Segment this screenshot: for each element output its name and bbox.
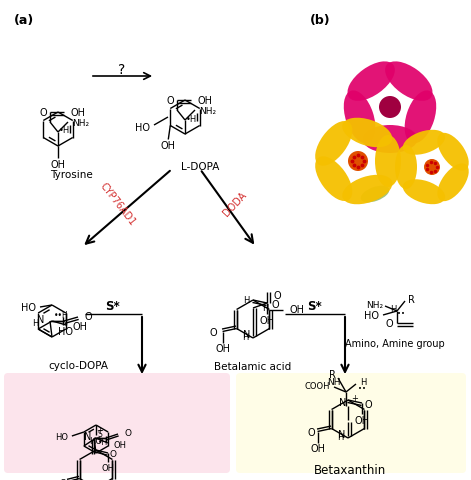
Text: OH: OH (70, 108, 85, 118)
Text: OH: OH (50, 160, 65, 169)
Text: OH: OH (290, 305, 304, 315)
Ellipse shape (361, 186, 390, 203)
Text: Amino, Amine group: Amino, Amine group (345, 338, 445, 348)
Ellipse shape (342, 175, 392, 205)
Text: O: O (210, 328, 218, 338)
Ellipse shape (315, 122, 352, 167)
Text: O: O (84, 312, 92, 321)
Text: O: O (308, 428, 316, 438)
Text: OH: OH (355, 415, 370, 425)
Text: N: N (84, 431, 91, 441)
Circle shape (348, 152, 368, 172)
Text: HO: HO (89, 437, 103, 445)
Ellipse shape (405, 91, 436, 144)
Text: H: H (360, 378, 366, 387)
Text: HO: HO (55, 432, 68, 442)
Text: S*: S* (105, 300, 119, 313)
Text: •H: •H (59, 126, 70, 135)
Text: COOH: COOH (304, 382, 330, 391)
Text: Betalamic acid: Betalamic acid (214, 361, 292, 371)
Text: (b): (b) (310, 14, 331, 27)
Ellipse shape (395, 146, 417, 190)
Text: NH₂: NH₂ (72, 118, 89, 127)
Text: •H: •H (98, 438, 108, 446)
Text: ••: •• (397, 311, 405, 316)
Text: NH: NH (327, 378, 341, 387)
Text: CYP76AD1: CYP76AD1 (98, 180, 138, 227)
Text: O: O (40, 108, 47, 118)
Circle shape (379, 97, 401, 119)
FancyBboxPatch shape (236, 373, 466, 473)
Text: HO: HO (21, 302, 36, 312)
Text: Betaxanthin: Betaxanthin (314, 464, 386, 477)
Ellipse shape (438, 133, 469, 171)
Ellipse shape (363, 126, 417, 154)
Text: OH: OH (197, 96, 212, 106)
Text: O: O (364, 399, 372, 409)
Text: O: O (59, 478, 66, 480)
Text: HO: HO (58, 326, 73, 336)
Text: S: S (98, 430, 103, 439)
Ellipse shape (385, 62, 432, 102)
Text: O: O (109, 450, 116, 458)
Ellipse shape (344, 91, 375, 144)
Text: H: H (32, 319, 38, 328)
Text: NH₂: NH₂ (366, 301, 383, 310)
Text: O: O (124, 429, 131, 438)
Text: ?: ? (118, 63, 126, 77)
Ellipse shape (438, 164, 469, 202)
Text: N: N (37, 314, 44, 324)
Text: L-DOPA: L-DOPA (181, 162, 219, 172)
Text: OH: OH (310, 444, 325, 454)
Text: OH: OH (72, 321, 87, 331)
Text: O: O (385, 318, 393, 328)
Ellipse shape (375, 136, 401, 188)
Text: cyclo-DOPA: cyclo-DOPA (48, 360, 108, 370)
Text: OH: OH (161, 141, 176, 151)
Text: ••: •• (358, 385, 366, 391)
Text: H: H (243, 296, 249, 305)
Ellipse shape (315, 157, 352, 202)
Text: (a): (a) (14, 14, 34, 27)
Text: HO: HO (364, 311, 379, 320)
Text: HO: HO (135, 123, 150, 133)
Text: ••H: ••H (54, 311, 69, 320)
Text: DODA: DODA (221, 190, 249, 218)
Text: Tyrosine: Tyrosine (50, 169, 93, 180)
Text: R: R (408, 294, 415, 304)
Text: O: O (272, 300, 280, 309)
Text: +: + (351, 394, 358, 403)
Text: N: N (339, 397, 346, 407)
Text: N: N (243, 329, 250, 339)
Text: O: O (273, 290, 281, 300)
Ellipse shape (403, 131, 445, 156)
Text: +: + (96, 426, 103, 434)
Text: H: H (337, 432, 343, 442)
Text: S*: S* (308, 300, 322, 313)
Text: NH₂: NH₂ (199, 106, 216, 115)
Ellipse shape (342, 119, 392, 148)
FancyBboxPatch shape (4, 373, 230, 473)
Text: OH: OH (101, 464, 114, 472)
Text: N: N (338, 429, 345, 439)
Text: OH: OH (260, 315, 275, 325)
Text: H: H (262, 304, 268, 313)
Text: OH: OH (215, 344, 230, 354)
Text: H: H (242, 333, 248, 342)
Ellipse shape (403, 180, 445, 205)
Circle shape (424, 160, 440, 176)
Text: R: R (329, 369, 336, 379)
Text: •H: •H (186, 114, 197, 123)
Text: O: O (166, 96, 174, 106)
Text: N: N (86, 479, 93, 480)
Ellipse shape (348, 62, 395, 102)
Text: H: H (390, 305, 397, 314)
Text: OH: OH (114, 441, 127, 450)
